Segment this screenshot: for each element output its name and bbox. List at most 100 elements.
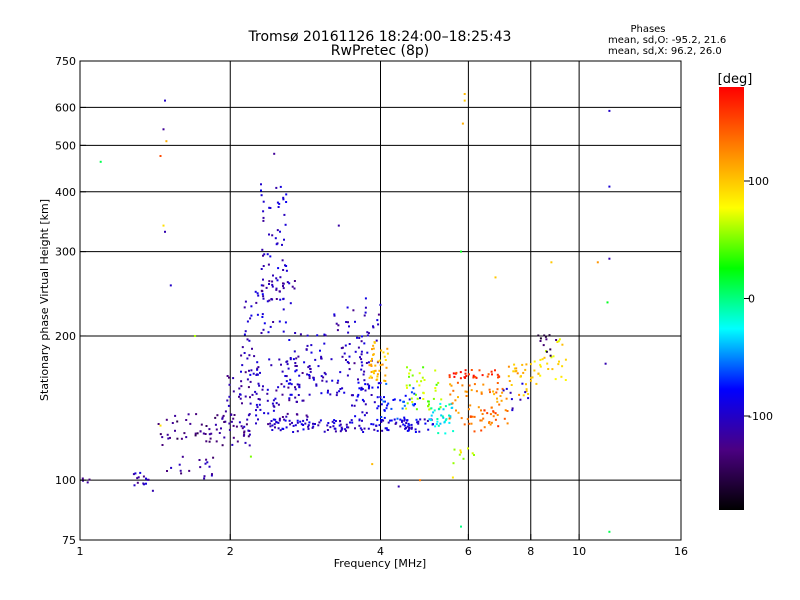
data-point	[145, 482, 147, 485]
data-point	[380, 420, 383, 423]
data-point	[169, 436, 171, 439]
data-point	[284, 264, 286, 267]
data-point	[466, 418, 469, 421]
data-point	[405, 422, 408, 424]
data-point	[176, 437, 179, 440]
data-point	[309, 368, 312, 370]
data-point	[431, 423, 434, 426]
data-point	[290, 393, 293, 396]
data-point	[271, 234, 274, 237]
data-point	[405, 407, 408, 410]
data-point	[303, 361, 306, 364]
data-point	[382, 351, 385, 354]
data-point	[256, 368, 259, 371]
data-point	[463, 423, 466, 426]
data-point	[439, 402, 442, 405]
data-point	[296, 430, 299, 433]
data-point	[525, 388, 528, 391]
data-point	[296, 421, 299, 424]
data-point	[458, 453, 461, 456]
data-point	[357, 393, 360, 396]
data-point	[151, 489, 154, 492]
data-point	[360, 361, 363, 364]
data-point	[440, 414, 443, 417]
data-point	[174, 414, 177, 417]
x-tick-label: 6	[465, 545, 472, 558]
data-point	[133, 484, 136, 487]
data-point	[394, 422, 397, 425]
data-point	[525, 363, 528, 366]
data-point	[386, 428, 389, 431]
data-point	[376, 319, 379, 322]
data-point	[410, 426, 413, 429]
data-point	[378, 424, 381, 427]
data-point	[187, 413, 190, 416]
data-point	[319, 349, 321, 352]
data-point	[320, 355, 323, 358]
data-point	[404, 427, 407, 430]
data-point	[308, 421, 311, 424]
data-point	[194, 335, 196, 337]
data-point	[401, 407, 404, 410]
data-point	[363, 414, 366, 417]
data-point	[362, 431, 365, 433]
data-point	[482, 417, 485, 420]
data-point	[426, 419, 429, 422]
data-point	[374, 369, 377, 372]
data-point	[350, 394, 353, 397]
data-point	[208, 465, 211, 468]
data-point	[454, 399, 457, 402]
data-point	[371, 463, 374, 466]
data-point	[345, 423, 348, 426]
data-point	[278, 417, 281, 420]
data-point	[372, 423, 375, 426]
data-point	[244, 371, 247, 374]
data-point	[444, 405, 447, 408]
data-point	[159, 155, 162, 157]
data-point	[366, 331, 369, 334]
data-point	[334, 420, 337, 422]
data-point	[223, 421, 226, 423]
data-point	[373, 341, 376, 344]
data-point	[500, 399, 503, 402]
data-point	[299, 333, 302, 336]
data-point	[407, 429, 410, 432]
data-point	[287, 386, 290, 389]
data-point	[497, 376, 499, 379]
data-point	[320, 392, 323, 395]
data-point	[246, 320, 249, 323]
data-point	[507, 375, 510, 378]
data-point	[333, 314, 336, 317]
data-point	[257, 366, 260, 369]
data-point	[544, 335, 547, 338]
data-point	[235, 425, 238, 428]
data-point	[492, 390, 495, 393]
data-point	[244, 300, 247, 303]
data-point	[218, 432, 221, 434]
data-point	[360, 350, 363, 353]
data-point	[453, 375, 456, 378]
data-point	[545, 338, 548, 341]
data-point	[465, 390, 468, 393]
data-point	[276, 201, 279, 204]
colorbar	[719, 87, 744, 510]
data-point	[522, 371, 525, 374]
data-point	[365, 411, 368, 414]
data-point	[608, 109, 611, 112]
data-point	[361, 335, 363, 338]
data-point	[282, 282, 285, 285]
data-point	[438, 407, 441, 410]
data-point	[290, 383, 293, 386]
data-point	[294, 364, 297, 367]
data-point	[257, 418, 259, 421]
data-point	[459, 377, 462, 380]
data-point	[194, 432, 197, 435]
data-point	[403, 404, 406, 407]
data-point	[370, 371, 373, 373]
data-point	[323, 342, 326, 345]
data-point	[486, 412, 489, 415]
data-point	[341, 387, 344, 390]
data-point	[480, 429, 483, 432]
data-point	[164, 230, 166, 233]
x-tick-label: 16	[674, 545, 688, 558]
